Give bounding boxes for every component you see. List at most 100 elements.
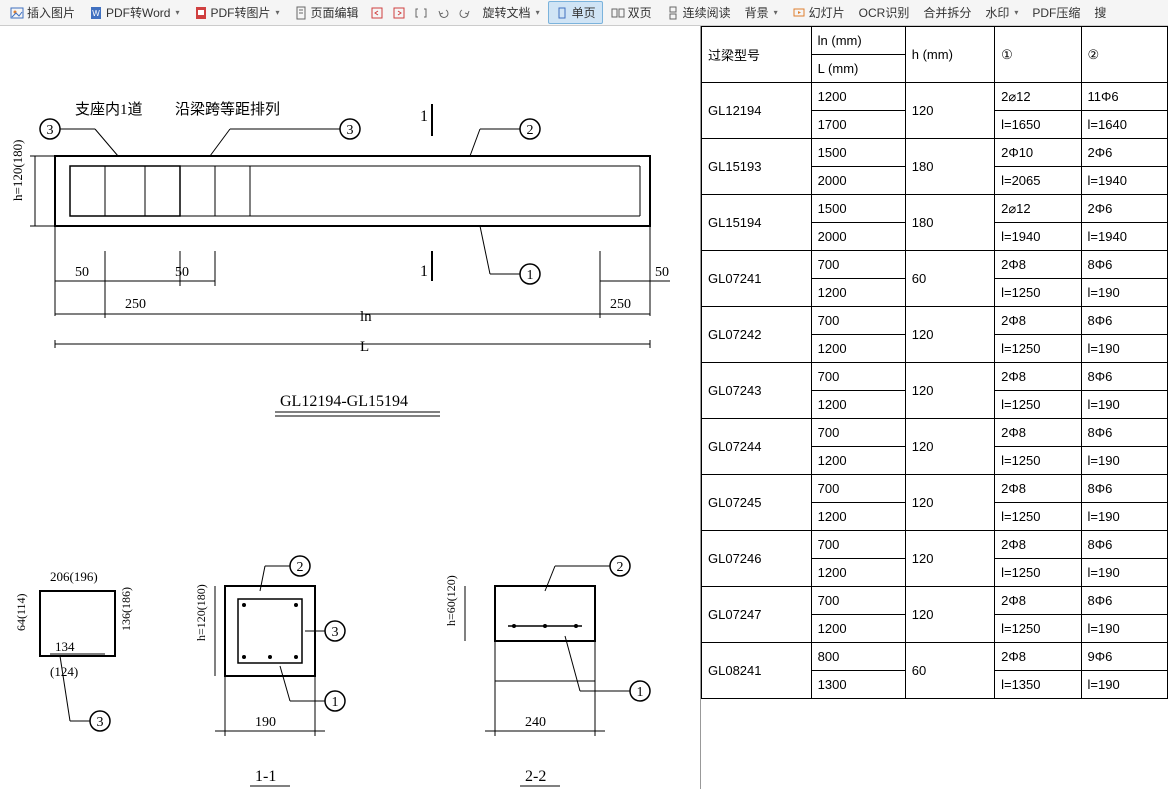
- brackets-icon[interactable]: [414, 6, 428, 20]
- table-row: GL072427001202Φ88Φ6: [702, 307, 1168, 335]
- rotate-doc-button[interactable]: 旋转文档 ▾: [477, 2, 546, 23]
- cell-L: 2000: [811, 167, 905, 195]
- svg-text:3: 3: [347, 123, 354, 138]
- pdf-compress-button[interactable]: PDF压缩: [1026, 2, 1086, 23]
- svg-text:1: 1: [637, 685, 644, 700]
- svg-text:沿梁跨等距排列: 沿梁跨等距排列: [175, 100, 280, 118]
- cell-L: 1200: [811, 503, 905, 531]
- continuous-read-button[interactable]: 连续阅读: [660, 2, 737, 23]
- cell-h: 120: [905, 531, 994, 587]
- undo-icon[interactable]: [436, 6, 450, 20]
- cell-ln: 700: [811, 587, 905, 615]
- svg-text:2: 2: [527, 123, 534, 138]
- cell-c1b: l=1250: [995, 279, 1081, 307]
- rotate-doc-label: 旋转文档: [483, 4, 531, 21]
- watermark-button[interactable]: 水印▾: [979, 2, 1024, 23]
- header-c2: ②: [1081, 27, 1167, 83]
- svg-text:1: 1: [332, 695, 339, 710]
- double-page-button[interactable]: 双页: [605, 2, 658, 23]
- background-button[interactable]: 背景▾: [739, 2, 784, 23]
- single-page-button[interactable]: 单页: [548, 1, 603, 24]
- cell-h: 60: [905, 643, 994, 699]
- cell-h: 180: [905, 195, 994, 251]
- merge-split-button[interactable]: 合并拆分: [917, 2, 977, 23]
- cell-L: 1200: [811, 391, 905, 419]
- redo-icon[interactable]: [458, 6, 472, 20]
- cell-c1b: l=1350: [995, 671, 1081, 699]
- pdf-to-word-label: PDF转Word: [106, 4, 170, 21]
- cell-c2b: l=1940: [1081, 167, 1167, 195]
- cell-ln: 700: [811, 419, 905, 447]
- cell-c2a: 2Φ6: [1081, 139, 1167, 167]
- table-row: GL07241700602Φ88Φ6: [702, 251, 1168, 279]
- svg-text:64(114): 64(114): [14, 593, 28, 631]
- cell-c1b: l=1250: [995, 447, 1081, 475]
- table-row: GL072457001202Φ88Φ6: [702, 475, 1168, 503]
- cell-c2b: l=190: [1081, 391, 1167, 419]
- cell-c1b: l=2065: [995, 167, 1081, 195]
- table-row: GL072467001202Φ88Φ6: [702, 531, 1168, 559]
- cell-c2b: l=190: [1081, 503, 1167, 531]
- cell-c2a: 11Φ6: [1081, 83, 1167, 111]
- cell-ln: 700: [811, 363, 905, 391]
- dropdown-icon: ▾: [1014, 8, 1018, 17]
- pdf-to-word-button[interactable]: W PDF转Word ▾: [83, 2, 185, 23]
- svg-text:支座内1道: 支座内1道: [75, 101, 143, 118]
- page-next-icon[interactable]: [392, 6, 406, 20]
- cell-c2b: l=190: [1081, 615, 1167, 643]
- cell-c2a: 8Φ6: [1081, 587, 1167, 615]
- ocr-button[interactable]: OCR识别: [853, 2, 916, 23]
- specification-table-area: 过梁型号 ln (mm) h (mm) ① ② L (mm) GL1219412…: [700, 26, 1168, 789]
- header-model: 过梁型号: [702, 27, 812, 83]
- document-content: 3 支座内1道 沿梁跨等距排列 3 1 2 h=120(180): [0, 26, 1168, 789]
- dropdown-icon: ▾: [175, 8, 179, 17]
- slideshow-icon: [792, 6, 806, 20]
- page-edit-button[interactable]: 页面编辑: [288, 2, 365, 23]
- cell-L: 1200: [811, 559, 905, 587]
- header-c1: ①: [995, 27, 1081, 83]
- svg-text:h=120(180): h=120(180): [194, 584, 208, 641]
- cell-c2a: 8Φ6: [1081, 531, 1167, 559]
- svg-text:h=120(180): h=120(180): [10, 140, 25, 202]
- dropdown-icon: ▾: [536, 8, 540, 17]
- cell-c2b: l=190: [1081, 279, 1167, 307]
- cell-c1a: 2Φ8: [995, 643, 1081, 671]
- cell-model: GL07242: [702, 307, 812, 363]
- cell-model: GL07245: [702, 475, 812, 531]
- cell-L: 1200: [811, 615, 905, 643]
- table-body: GL1219412001202⌀1211Φ61700l=1650l=1640GL…: [702, 83, 1168, 699]
- cell-ln: 700: [811, 531, 905, 559]
- insert-image-button[interactable]: 插入图片: [4, 2, 81, 23]
- svg-text:1-1: 1-1: [255, 768, 276, 785]
- page-prev-icon[interactable]: [370, 6, 384, 20]
- svg-text:134: 134: [55, 639, 75, 654]
- cell-model: GL08241: [702, 643, 812, 699]
- cell-ln: 1200: [811, 83, 905, 111]
- pdf-to-image-button[interactable]: PDF转图片▾: [188, 2, 286, 23]
- cell-L: 1700: [811, 111, 905, 139]
- svg-text:250: 250: [125, 297, 146, 312]
- continuous-label: 连续阅读: [683, 4, 731, 21]
- cell-c2b: l=1940: [1081, 223, 1167, 251]
- svg-text:3: 3: [47, 123, 54, 138]
- slideshow-button[interactable]: 幻灯片: [786, 2, 851, 23]
- table-row: GL1519315001802Φ102Φ6: [702, 139, 1168, 167]
- cell-model: GL07247: [702, 587, 812, 643]
- cell-model: GL12194: [702, 83, 812, 139]
- dropdown-icon: ▾: [774, 8, 778, 17]
- cell-c1a: 2Φ8: [995, 307, 1081, 335]
- cell-h: 60: [905, 251, 994, 307]
- cell-c2a: 8Φ6: [1081, 307, 1167, 335]
- header-ln: ln (mm): [811, 27, 905, 55]
- pdf-image-icon: [194, 6, 208, 20]
- cell-model: GL07241: [702, 251, 812, 307]
- insert-image-label: 插入图片: [27, 4, 75, 21]
- svg-text:W: W: [92, 9, 100, 18]
- image-icon: [10, 6, 24, 20]
- search-button[interactable]: 搜: [1088, 2, 1112, 23]
- svg-text:1: 1: [527, 268, 534, 283]
- cell-L: 2000: [811, 223, 905, 251]
- pdf-to-image-label: PDF转图片: [211, 4, 271, 21]
- header-h: h (mm): [905, 27, 994, 83]
- cell-c1a: 2Φ8: [995, 475, 1081, 503]
